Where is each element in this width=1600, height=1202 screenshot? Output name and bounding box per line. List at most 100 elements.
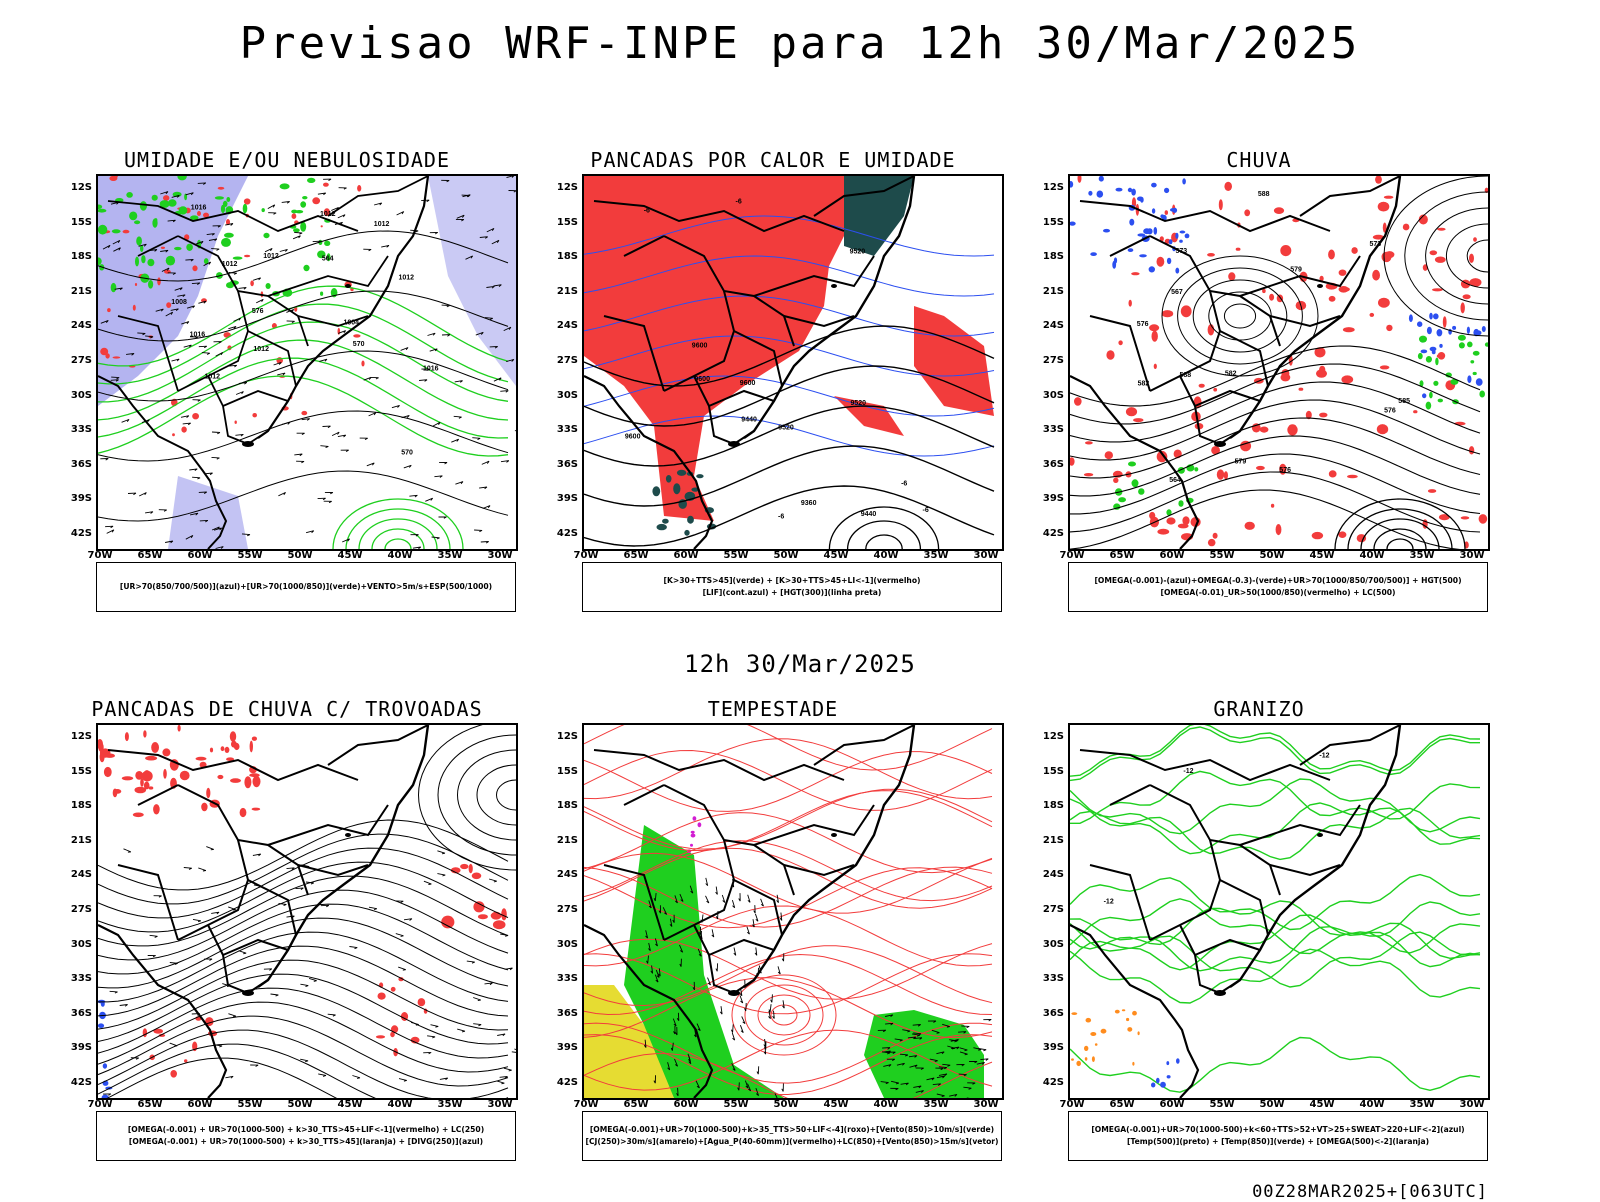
streamline-arrows-arrow xyxy=(457,1029,465,1032)
longitude-tick-label: 30W xyxy=(488,550,513,561)
latitude-tick-label: 33S xyxy=(1043,424,1064,435)
severe-purple-cells-cell xyxy=(690,844,693,847)
longitude-tick-label: 30W xyxy=(1460,1099,1485,1110)
humidity-green-spots-cell xyxy=(112,229,121,233)
streamline-arrows-arrow xyxy=(399,1079,407,1082)
omega500-orange-cells-cell xyxy=(1071,1012,1077,1015)
humidity-red-spots-cell xyxy=(133,305,136,311)
latitude-tick-label: 30S xyxy=(1043,390,1064,401)
legend-text: [OMEGA(-0.001)+UR>70(1000-500)+k<60+TTS>… xyxy=(1091,1124,1464,1136)
humidity-green-spots-cell xyxy=(233,257,243,260)
humidity-green-spots-cell xyxy=(302,196,307,199)
precipitable-water-line xyxy=(584,725,992,770)
contour-label: 9600 xyxy=(625,434,641,441)
longitude-tick-label: 45W xyxy=(1310,1099,1335,1110)
wind-vectors-arrow xyxy=(777,895,779,903)
rain-red-cells-cell xyxy=(1084,473,1093,476)
storm-red-cells-cell xyxy=(178,725,181,732)
streamlines-250-line xyxy=(98,1044,508,1098)
latitude-tick-label: 39S xyxy=(557,493,578,504)
contour-label: 1012 xyxy=(205,374,221,381)
contour-label: 585 xyxy=(1398,398,1410,405)
rain-blue-cells-cell xyxy=(1088,191,1092,196)
longitude-tick-label: 45W xyxy=(338,550,363,561)
country-border xyxy=(709,940,774,955)
hgt300-contours-line xyxy=(584,446,994,506)
wind-vectors-arrow xyxy=(742,1016,745,1023)
humidity-green-spots-cell xyxy=(140,201,147,211)
latitude-tick-label: 33S xyxy=(71,973,92,984)
rain-blue-cells-cell xyxy=(1467,327,1470,334)
wind-vectors-arrow xyxy=(402,415,410,417)
longitude-tick-label: 35W xyxy=(1410,1099,1435,1110)
wind-vectors-arrow xyxy=(282,422,290,424)
rain-green-cells-cell xyxy=(1435,358,1438,366)
rain-red-cells-cell xyxy=(1372,270,1380,281)
wind-vectors-arrow xyxy=(983,1020,991,1022)
humidity-red-spots-cell xyxy=(250,280,254,286)
legend-box: [OMEGA(-0.001)-(azul)+OMEGA(-0.3)-(verde… xyxy=(1068,562,1488,612)
contour-label: -12 xyxy=(1183,768,1193,775)
latitude-tick-label: 15S xyxy=(1043,766,1064,777)
omega500-orange-cells-cell xyxy=(1095,1043,1098,1046)
rain-blue-cells-cell xyxy=(1070,222,1076,226)
streamline-arrows-arrow xyxy=(328,1014,336,1016)
wind-vectors-arrow xyxy=(324,501,332,503)
rain-blue-cells-cell xyxy=(1482,326,1486,332)
rain-red-cells-cell xyxy=(1217,469,1224,479)
rain-red-cells-cell xyxy=(1375,176,1382,184)
wind-vectors-arrow xyxy=(482,461,489,464)
storm-red-cells-cell xyxy=(250,741,253,753)
latitude-tick-label: 30S xyxy=(71,939,92,950)
humidity-green-spots-cell xyxy=(152,195,158,201)
contour-label: 1016 xyxy=(423,366,439,373)
rain-blue-cells-cell xyxy=(1116,188,1123,192)
rain-red-cells-cell xyxy=(1463,294,1471,299)
latitude-tick-label: 21S xyxy=(1043,286,1064,297)
wind-vectors-arrow xyxy=(374,203,382,205)
humidity-red-spots-cell xyxy=(244,198,251,204)
contour-label: 9600 xyxy=(694,376,710,383)
wind-vectors-arrow xyxy=(778,966,780,974)
country-border xyxy=(814,725,914,765)
humidity-green-spots-cell xyxy=(98,225,107,235)
latitude-tick-label: 18S xyxy=(1043,800,1064,811)
longitude-tick-label: 40W xyxy=(388,550,413,561)
latitude-tick-label: 42S xyxy=(71,1077,92,1088)
temp850-green-contours xyxy=(1070,725,1480,1092)
longitude-tick-label: 65W xyxy=(138,1099,163,1110)
storm-red-cells-cell xyxy=(230,778,241,783)
main-title: Previsao WRF-INPE para 12h 30/Mar/2025 xyxy=(0,18,1600,69)
cyclone-red-rings-ring xyxy=(758,995,810,1035)
streamline-arrows-arrow xyxy=(489,879,497,882)
streamlines-250-line xyxy=(98,988,508,1058)
contour-label: 579 xyxy=(1290,267,1302,274)
latitude-tick-label: 39S xyxy=(1043,1042,1064,1053)
wind-vectors-arrow xyxy=(323,179,331,181)
latitude-tick-label: 42S xyxy=(557,528,578,539)
storm-red-cells-cell xyxy=(376,1035,385,1038)
wind-vectors-arrow xyxy=(122,419,130,422)
longitude-tick-label: 55W xyxy=(724,1099,749,1110)
rain-blue-cells-cell xyxy=(1437,329,1443,336)
humidity-green-spots-cell xyxy=(307,178,315,183)
map-borders xyxy=(1070,725,1400,1098)
temp850-line xyxy=(1070,725,1480,776)
streamline-arrows-arrow xyxy=(264,969,272,971)
latitude-tick-label: 27S xyxy=(557,355,578,366)
wind-vectors-arrow xyxy=(434,476,442,478)
wind-vectors-arrow xyxy=(432,537,440,539)
longitude-tick-label: 50W xyxy=(288,1099,313,1110)
hgt300-contours-line xyxy=(584,486,994,546)
storm-red-cells-cell xyxy=(133,813,144,818)
humidity-low-rings-ring xyxy=(385,539,411,549)
contour-label: -12 xyxy=(1319,752,1329,759)
wind-vectors-arrow xyxy=(371,377,379,379)
longitude-tick-label: 45W xyxy=(338,1099,363,1110)
humidity-red-spots-cell xyxy=(135,283,137,286)
storm-red-cells-cell xyxy=(231,741,237,748)
rain-red-cells-cell xyxy=(1152,331,1158,342)
humidity-green-spots-cell xyxy=(186,244,193,251)
